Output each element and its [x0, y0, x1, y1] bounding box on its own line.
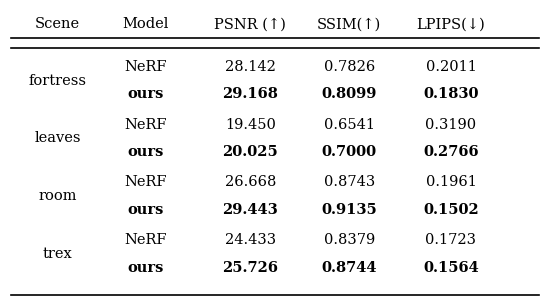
Text: leaves: leaves [35, 131, 81, 145]
Text: Model: Model [123, 17, 169, 31]
Text: 29.443: 29.443 [222, 203, 278, 217]
Text: 28.142: 28.142 [225, 60, 276, 74]
Text: 0.1564: 0.1564 [423, 261, 479, 275]
Text: ours: ours [128, 145, 164, 159]
Text: 0.1961: 0.1961 [426, 175, 476, 189]
Text: 20.025: 20.025 [222, 145, 278, 159]
Text: room: room [39, 189, 77, 203]
Text: 19.450: 19.450 [225, 118, 276, 132]
Text: 0.8743: 0.8743 [323, 175, 375, 189]
Text: ours: ours [128, 87, 164, 101]
Text: 0.8099: 0.8099 [322, 87, 377, 101]
Text: NeRF: NeRF [124, 60, 167, 74]
Text: 24.433: 24.433 [225, 233, 276, 247]
Text: NeRF: NeRF [124, 175, 167, 189]
Text: 0.7826: 0.7826 [323, 60, 375, 74]
Text: 0.8744: 0.8744 [322, 261, 377, 275]
Text: 0.9135: 0.9135 [321, 203, 377, 217]
Text: trex: trex [43, 247, 73, 261]
Text: 25.726: 25.726 [222, 261, 278, 275]
Text: 26.668: 26.668 [224, 175, 276, 189]
Text: 0.3190: 0.3190 [426, 118, 476, 132]
Text: 0.1723: 0.1723 [426, 233, 476, 247]
Text: PSNR (↑): PSNR (↑) [214, 17, 286, 31]
Text: ours: ours [128, 261, 164, 275]
Text: SSIM(↑): SSIM(↑) [317, 17, 381, 31]
Text: NeRF: NeRF [124, 118, 167, 132]
Text: 0.8379: 0.8379 [323, 233, 375, 247]
Text: 0.6541: 0.6541 [324, 118, 375, 132]
Text: 0.2766: 0.2766 [423, 145, 479, 159]
Text: ours: ours [128, 203, 164, 217]
Text: 0.7000: 0.7000 [322, 145, 377, 159]
Text: 0.1830: 0.1830 [424, 87, 478, 101]
Text: Scene: Scene [35, 17, 80, 31]
Text: LPIPS(↓): LPIPS(↓) [417, 17, 485, 31]
Text: 0.2011: 0.2011 [426, 60, 476, 74]
Text: NeRF: NeRF [124, 233, 167, 247]
Text: fortress: fortress [29, 74, 87, 88]
Text: 0.1502: 0.1502 [423, 203, 479, 217]
Text: 29.168: 29.168 [222, 87, 278, 101]
